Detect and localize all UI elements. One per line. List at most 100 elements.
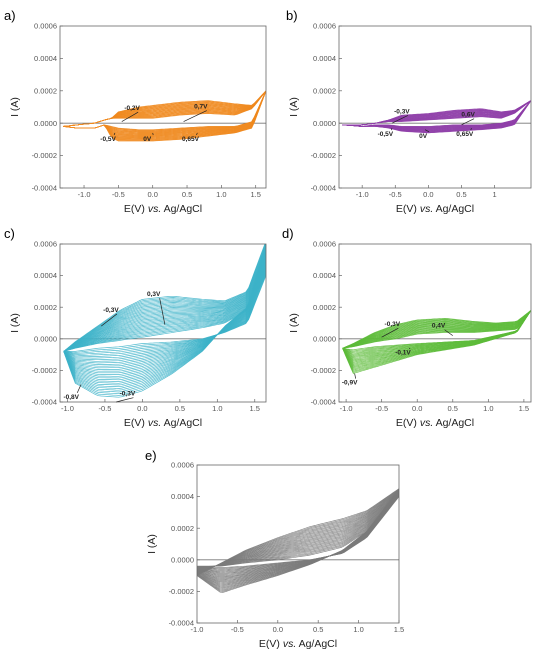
y-tick-label: 0.0006 xyxy=(313,22,336,31)
cv-cycle xyxy=(197,489,399,589)
x-tick-label: 0.5 xyxy=(313,625,323,634)
cv-cycle xyxy=(197,490,399,588)
x-tick-label: 0.0 xyxy=(147,190,157,199)
x-tick-label: 1.5 xyxy=(394,625,404,634)
cv-cycle xyxy=(342,310,531,370)
annotation-label: 0,65V xyxy=(182,136,200,143)
y-tick-label: -0.0004 xyxy=(311,398,336,407)
cv-cycle xyxy=(63,261,266,369)
cv-cycle xyxy=(63,90,266,136)
annotation-arrow xyxy=(152,132,154,136)
y-tick-label: -0.0004 xyxy=(32,184,57,193)
cv-cycle xyxy=(63,244,266,398)
cv-cycle xyxy=(197,496,399,569)
x-tick-label: -1.0 xyxy=(191,625,204,634)
panel-b: b) -1.0 -0.5 0.0 0.5 1 -0.0004 -0.0002 0.0000 0.… xyxy=(286,8,532,215)
cv-cycle xyxy=(342,310,531,359)
cv-cycle xyxy=(63,90,266,136)
cv-cycle xyxy=(63,90,266,132)
annotation-label: 0,6V xyxy=(461,112,475,119)
cv-cycle xyxy=(197,491,399,582)
annotation-label: -0,1V xyxy=(395,350,411,357)
x-tick-label: 0.5 xyxy=(182,190,192,199)
y-tick-label: 0.0002 xyxy=(171,524,194,533)
cv-cycle xyxy=(63,90,266,134)
cv-cycle xyxy=(63,252,266,381)
plot-frame xyxy=(59,25,267,189)
cv-cycle xyxy=(63,90,266,133)
x-tick-label: 1.5 xyxy=(250,404,260,413)
cv-cycle xyxy=(197,493,399,577)
plot-frame xyxy=(338,243,532,403)
x-axis-label: E(V) vs. Ag/AgCl xyxy=(259,638,337,650)
panel-c: c) -1.0 -0.5 0.0 0.5 1.0 1.5 -0.0004 -0.0002 0.0… xyxy=(4,226,267,429)
cv-cycle xyxy=(197,491,399,584)
annotation-label: -0,3V xyxy=(120,391,136,398)
cv-cycle xyxy=(342,310,531,364)
cv-cycle xyxy=(63,262,266,367)
annotation-arrow xyxy=(100,313,118,327)
cv-cycle xyxy=(197,496,399,568)
y-tick-label: 0.0000 xyxy=(171,555,194,564)
cv-cycle xyxy=(197,494,399,574)
y-tick-label: 0.0004 xyxy=(313,271,336,280)
x-tick-label: 0.0 xyxy=(423,190,433,199)
cv-cycle xyxy=(63,251,266,382)
cv-cycle xyxy=(342,310,531,352)
annotation-arrow xyxy=(391,115,409,124)
x-tick-label: -1.0 xyxy=(78,190,91,199)
cv-cycle xyxy=(63,244,266,393)
cv-cycles xyxy=(197,488,399,593)
cv-cycle xyxy=(197,494,399,573)
x-tick-label: -1.0 xyxy=(61,404,74,413)
annotation-arrow xyxy=(424,129,430,133)
cv-cycle xyxy=(342,310,531,351)
annotation-arrow xyxy=(121,111,139,122)
x-tick-label: 0.5 xyxy=(175,404,185,413)
annotation-arrow xyxy=(470,127,472,131)
cv-cycle xyxy=(63,245,266,391)
cv-cycle xyxy=(63,90,266,131)
y-tick-label: 0.0006 xyxy=(34,240,57,249)
cv-cycle xyxy=(63,257,266,374)
x-tick-label: -0.5 xyxy=(375,404,388,413)
annotation-label: 0,7V xyxy=(194,104,208,111)
cv-cycle xyxy=(63,90,266,137)
cv-cycle xyxy=(63,90,266,139)
cv-cycle xyxy=(342,310,531,362)
panel-label: c) xyxy=(4,226,15,241)
cv-cycle xyxy=(197,492,399,580)
cv-cycle xyxy=(63,90,266,140)
annotation-arrow xyxy=(116,397,134,403)
y-tick-label: -0.0004 xyxy=(311,184,336,193)
cv-cycle xyxy=(197,493,399,576)
cv-cycle xyxy=(342,310,531,373)
x-tick-label: 1 xyxy=(493,190,497,199)
cv-cycle xyxy=(63,90,266,135)
annotation-label: -0,2V xyxy=(124,105,140,112)
x-tick-label: 0.0 xyxy=(137,404,147,413)
cv-cycle xyxy=(63,250,266,384)
cv-cycle xyxy=(63,270,266,357)
cv-cycles xyxy=(342,100,531,134)
y-tick-label: -0.0002 xyxy=(311,366,336,375)
x-tick-label: 1.5 xyxy=(250,190,260,199)
cv-cycle xyxy=(63,90,266,135)
y-axis-label: I (A) xyxy=(288,97,300,117)
cv-cycle xyxy=(342,310,531,360)
y-tick-label: 0.0006 xyxy=(313,240,336,249)
x-tick-label: 1.0 xyxy=(483,404,493,413)
y-axis-label: I (A) xyxy=(9,313,21,333)
cv-cycle xyxy=(342,310,531,357)
cv-cycle xyxy=(63,263,266,365)
annotation-arrow xyxy=(444,329,453,336)
y-tick-label: -0.0002 xyxy=(169,587,194,596)
cv-cycle xyxy=(63,90,266,142)
cv-cycle xyxy=(342,310,531,356)
cv-cycle xyxy=(197,489,399,591)
plot-frame xyxy=(338,25,532,189)
panel-a: a) -1.0 -0.5 0.0 0.5 1.0 1.5 -0.0004 -0.0002 0.0… xyxy=(4,8,267,215)
cv-cycle xyxy=(197,495,399,571)
cv-cycle xyxy=(63,247,266,388)
cv-cycle xyxy=(63,90,266,138)
